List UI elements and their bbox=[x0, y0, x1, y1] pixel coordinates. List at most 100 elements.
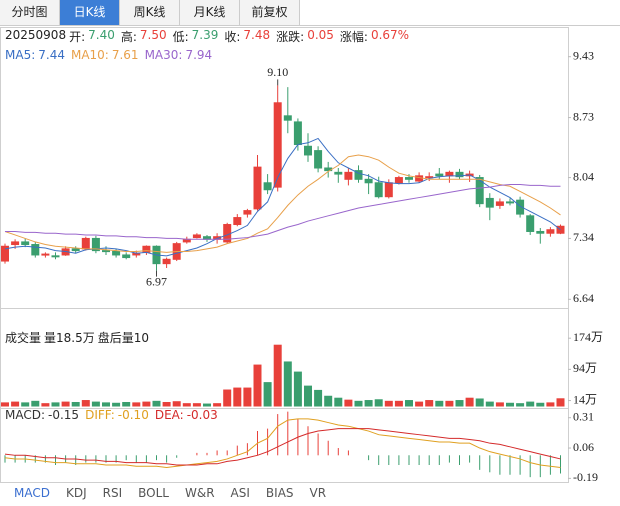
candle-body bbox=[11, 241, 20, 246]
field-value: 0.67% bbox=[370, 28, 410, 42]
candle-body bbox=[394, 177, 403, 184]
y-tick-label: 8.73 bbox=[573, 109, 594, 123]
candle-body bbox=[495, 201, 504, 206]
candle-body bbox=[526, 215, 535, 232]
volume-bar bbox=[102, 402, 110, 407]
tab[interactable]: 前复权 bbox=[240, 0, 300, 25]
legend-name: MA30: bbox=[144, 48, 183, 62]
volume-bar bbox=[334, 397, 343, 407]
legend-value: -0.15 bbox=[48, 408, 80, 422]
volume-bar bbox=[546, 402, 555, 407]
candle-body bbox=[253, 166, 262, 210]
field-label: 涨跌: bbox=[276, 30, 305, 44]
y-tick-label: 7.34 bbox=[573, 230, 594, 244]
volume-label: 盘后量10 bbox=[97, 331, 150, 345]
volume-bar bbox=[293, 371, 302, 407]
indicator-tab[interactable]: ASI bbox=[230, 486, 250, 500]
tab[interactable]: 日K线 bbox=[60, 0, 120, 25]
legend-value: 7.94 bbox=[185, 48, 213, 62]
indicator-tab[interactable]: VR bbox=[309, 486, 327, 500]
tab[interactable]: 月K线 bbox=[180, 0, 240, 25]
volume-bar bbox=[374, 399, 383, 407]
y-tick-label: 8.04 bbox=[573, 169, 594, 183]
candle-body bbox=[435, 173, 444, 177]
volume-bar bbox=[283, 361, 292, 407]
legend-name: MACD: bbox=[5, 408, 46, 422]
volume-bar bbox=[314, 389, 323, 407]
volume-bar bbox=[435, 400, 444, 407]
volume-bar bbox=[425, 400, 434, 407]
candle-body bbox=[293, 121, 302, 146]
y-tick-label: 94万 bbox=[573, 361, 597, 375]
candle-body bbox=[364, 178, 373, 184]
volume-bar bbox=[415, 401, 424, 407]
volume-bar bbox=[213, 403, 222, 407]
candle-body bbox=[506, 201, 514, 204]
legend-name: DIFF: bbox=[85, 408, 115, 422]
volume-bar bbox=[122, 401, 131, 407]
frame bbox=[0, 27, 569, 483]
volume-bar bbox=[223, 389, 232, 407]
tab[interactable]: 周K线 bbox=[120, 0, 180, 25]
candle-body bbox=[263, 182, 272, 191]
candle-body bbox=[384, 182, 393, 198]
candle-body bbox=[41, 253, 50, 256]
volume-bar bbox=[112, 402, 121, 407]
candle-body bbox=[536, 230, 545, 234]
legend-name: DEA: bbox=[154, 408, 184, 422]
volume-bar bbox=[31, 400, 40, 407]
field-label: 开: bbox=[69, 30, 86, 44]
volume-bar bbox=[1, 402, 9, 407]
candle-body bbox=[314, 150, 323, 169]
indicator-tab[interactable]: BOLL bbox=[138, 486, 169, 500]
volume-bar bbox=[61, 401, 70, 407]
volume-bar bbox=[162, 401, 171, 407]
macd-legend: MACD: -0.15 DIFF: -0.10 DEA: -0.03 bbox=[5, 408, 224, 422]
y-tick-label: 9.43 bbox=[573, 48, 594, 62]
volume-bar bbox=[253, 364, 262, 407]
indicator-tab[interactable]: RSI bbox=[102, 486, 123, 500]
volume-bar bbox=[203, 403, 211, 407]
macd-line bbox=[4, 428, 561, 466]
volume-bar bbox=[172, 401, 181, 407]
volume-bar bbox=[465, 397, 474, 407]
volume-bar bbox=[516, 403, 525, 407]
field-value: 7.50 bbox=[139, 28, 167, 42]
legend-value: 7.44 bbox=[38, 48, 65, 62]
volume-legend: 成交量 量18.5万 盘后量10 bbox=[5, 329, 152, 346]
candle-body bbox=[344, 171, 353, 180]
volume-bar bbox=[41, 403, 50, 407]
indicator-tab[interactable]: W&R bbox=[184, 486, 215, 500]
volume-bar bbox=[132, 402, 141, 407]
volume-bar bbox=[192, 403, 201, 407]
candle-body bbox=[21, 241, 30, 246]
field-label: 收: bbox=[224, 30, 241, 44]
candle-body bbox=[283, 115, 292, 121]
legend-value: -0.10 bbox=[117, 408, 149, 422]
volume-bar bbox=[485, 401, 494, 407]
ma-line bbox=[4, 154, 561, 253]
candle-body bbox=[81, 237, 90, 250]
volume-bar bbox=[304, 385, 312, 407]
tab[interactable]: 分时图 bbox=[0, 0, 60, 25]
volume-bar bbox=[495, 402, 504, 407]
candle-body bbox=[71, 248, 80, 252]
candle-body bbox=[51, 255, 60, 258]
volume-bar bbox=[384, 400, 393, 407]
candle-body bbox=[455, 171, 464, 178]
legend-value: 7.61 bbox=[111, 48, 139, 62]
indicator-tab[interactable]: KDJ bbox=[65, 486, 87, 500]
period-tabs: 分时图 日K线 周K线 月K线 前复权 bbox=[0, 0, 620, 26]
candle-body bbox=[192, 234, 201, 239]
y-tick-label: 14万 bbox=[573, 392, 597, 406]
indicator-tab[interactable]: MACD bbox=[14, 486, 50, 500]
volume-bar bbox=[536, 402, 545, 407]
legend-name: MA10: bbox=[70, 48, 109, 62]
legend-value: -0.03 bbox=[186, 408, 218, 422]
volume-bar bbox=[21, 402, 30, 407]
volume-title: 成交量 bbox=[5, 331, 42, 345]
indicator-tab[interactable]: BIAS bbox=[265, 486, 294, 500]
volume-bar bbox=[273, 344, 282, 407]
